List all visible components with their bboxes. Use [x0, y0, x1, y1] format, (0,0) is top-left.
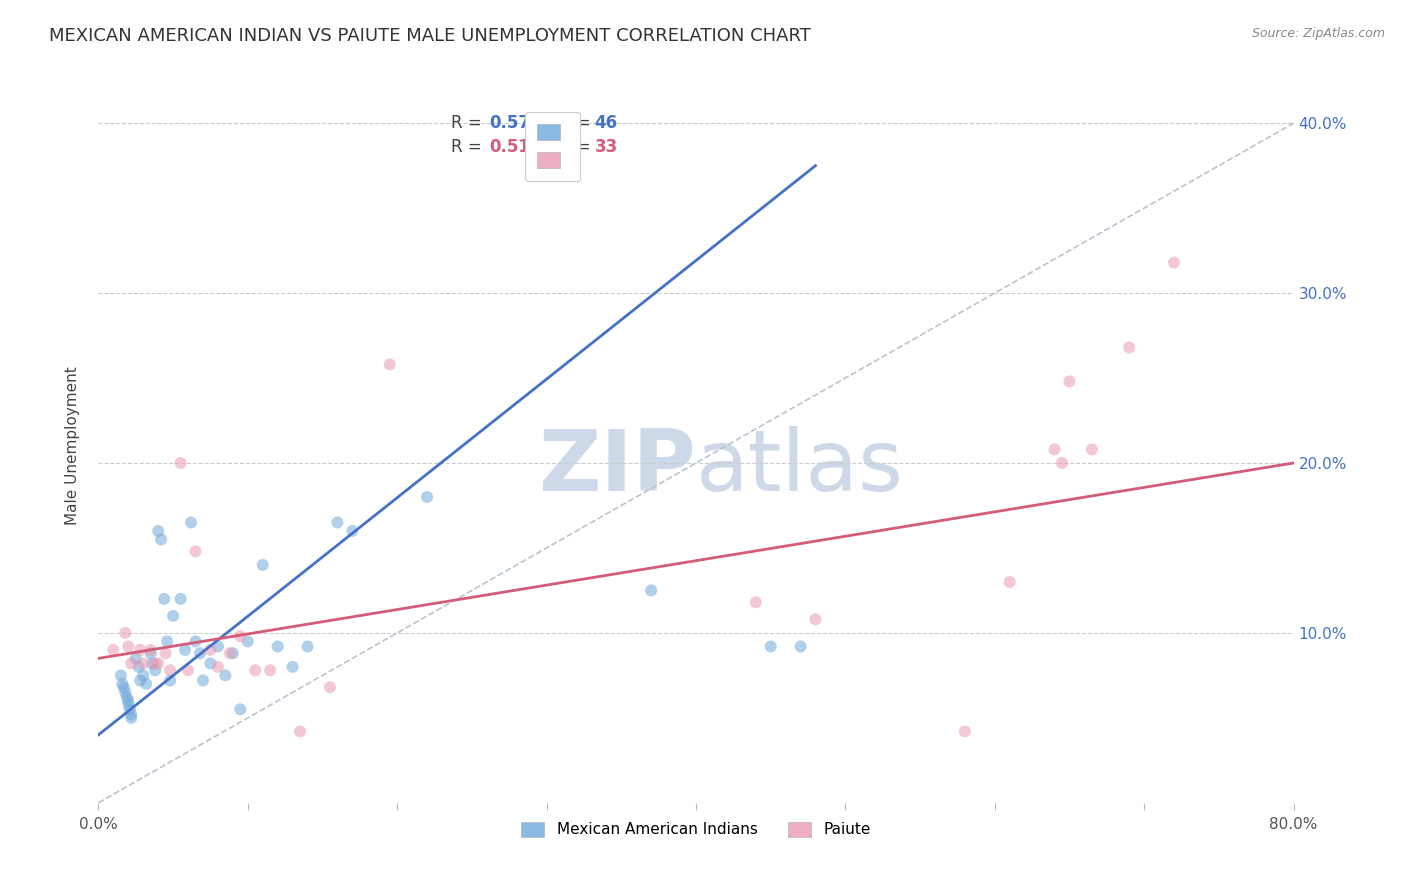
Point [1059, 375, 1081, 389]
Point [789, 640, 811, 654]
Point [297, 640, 319, 654]
Text: R =: R = [451, 138, 486, 156]
Point [143, 657, 166, 671]
Point [1050, 456, 1073, 470]
Point [319, 680, 342, 694]
Point [207, 660, 229, 674]
Y-axis label: Male Unemployment: Male Unemployment [65, 367, 80, 525]
Point [177, 663, 200, 677]
Point [252, 558, 274, 572]
Point [1043, 442, 1066, 457]
Point [129, 673, 152, 688]
Point [103, 643, 125, 657]
Point [745, 595, 768, 609]
Point [139, 646, 162, 660]
Point [236, 634, 259, 648]
Point [229, 629, 252, 643]
Point [188, 646, 211, 660]
Text: Source: ZipAtlas.com: Source: ZipAtlas.com [1251, 27, 1385, 40]
Point [207, 640, 229, 654]
Text: 0.577: 0.577 [489, 114, 541, 132]
Point [174, 643, 197, 657]
Point [148, 524, 170, 538]
Point [148, 657, 170, 671]
Point [112, 680, 135, 694]
Point [120, 657, 142, 671]
Text: atlas: atlas [696, 425, 904, 509]
Point [1118, 341, 1140, 355]
Point [259, 663, 281, 677]
Point [110, 668, 132, 682]
Point [120, 707, 142, 722]
Point [219, 646, 242, 660]
Point [139, 643, 162, 657]
Text: ZIP: ZIP [538, 425, 696, 509]
Point [191, 673, 214, 688]
Point [120, 711, 142, 725]
Point [229, 702, 252, 716]
Point [998, 574, 1021, 589]
Point [159, 673, 181, 688]
Point [1163, 255, 1185, 269]
Point [222, 646, 245, 660]
Point [125, 651, 148, 665]
Text: 46: 46 [595, 114, 617, 132]
Point [117, 640, 139, 654]
Point [378, 358, 401, 372]
Text: N =: N = [558, 114, 595, 132]
Point [150, 533, 173, 547]
Point [143, 663, 166, 677]
Point [180, 516, 202, 530]
Point [214, 668, 236, 682]
Point [159, 663, 181, 677]
Point [288, 724, 311, 739]
Point [114, 626, 136, 640]
Text: 33: 33 [595, 138, 617, 156]
Point [184, 544, 207, 558]
Point [128, 660, 150, 674]
Point [200, 657, 222, 671]
Point [759, 640, 782, 654]
Point [953, 724, 976, 739]
Point [804, 612, 827, 626]
Point [326, 516, 349, 530]
Point [245, 663, 267, 677]
Text: R =: R = [451, 114, 486, 132]
Point [416, 490, 439, 504]
Text: N =: N = [558, 138, 595, 156]
Point [114, 685, 136, 699]
Point [1081, 442, 1104, 457]
Point [169, 456, 191, 470]
Point [342, 524, 364, 538]
Text: MEXICAN AMERICAN INDIAN VS PAIUTE MALE UNEMPLOYMENT CORRELATION CHART: MEXICAN AMERICAN INDIAN VS PAIUTE MALE U… [49, 27, 811, 45]
Point [132, 668, 155, 682]
Point [117, 694, 139, 708]
Point [267, 640, 290, 654]
Point [281, 660, 304, 674]
Point [111, 677, 134, 691]
Point [115, 690, 138, 705]
Point [162, 608, 184, 623]
Point [117, 698, 139, 712]
Legend: Mexican American Indians, Paiute: Mexican American Indians, Paiute [513, 814, 879, 845]
Point [156, 634, 179, 648]
Point [129, 643, 152, 657]
Point [155, 646, 177, 660]
Text: 0.512: 0.512 [489, 138, 541, 156]
Point [153, 591, 176, 606]
Point [132, 657, 155, 671]
Point [184, 634, 207, 648]
Point [141, 657, 163, 671]
Point [200, 643, 222, 657]
Point [169, 591, 191, 606]
Point [640, 583, 662, 598]
Point [135, 677, 157, 691]
Point [118, 702, 141, 716]
